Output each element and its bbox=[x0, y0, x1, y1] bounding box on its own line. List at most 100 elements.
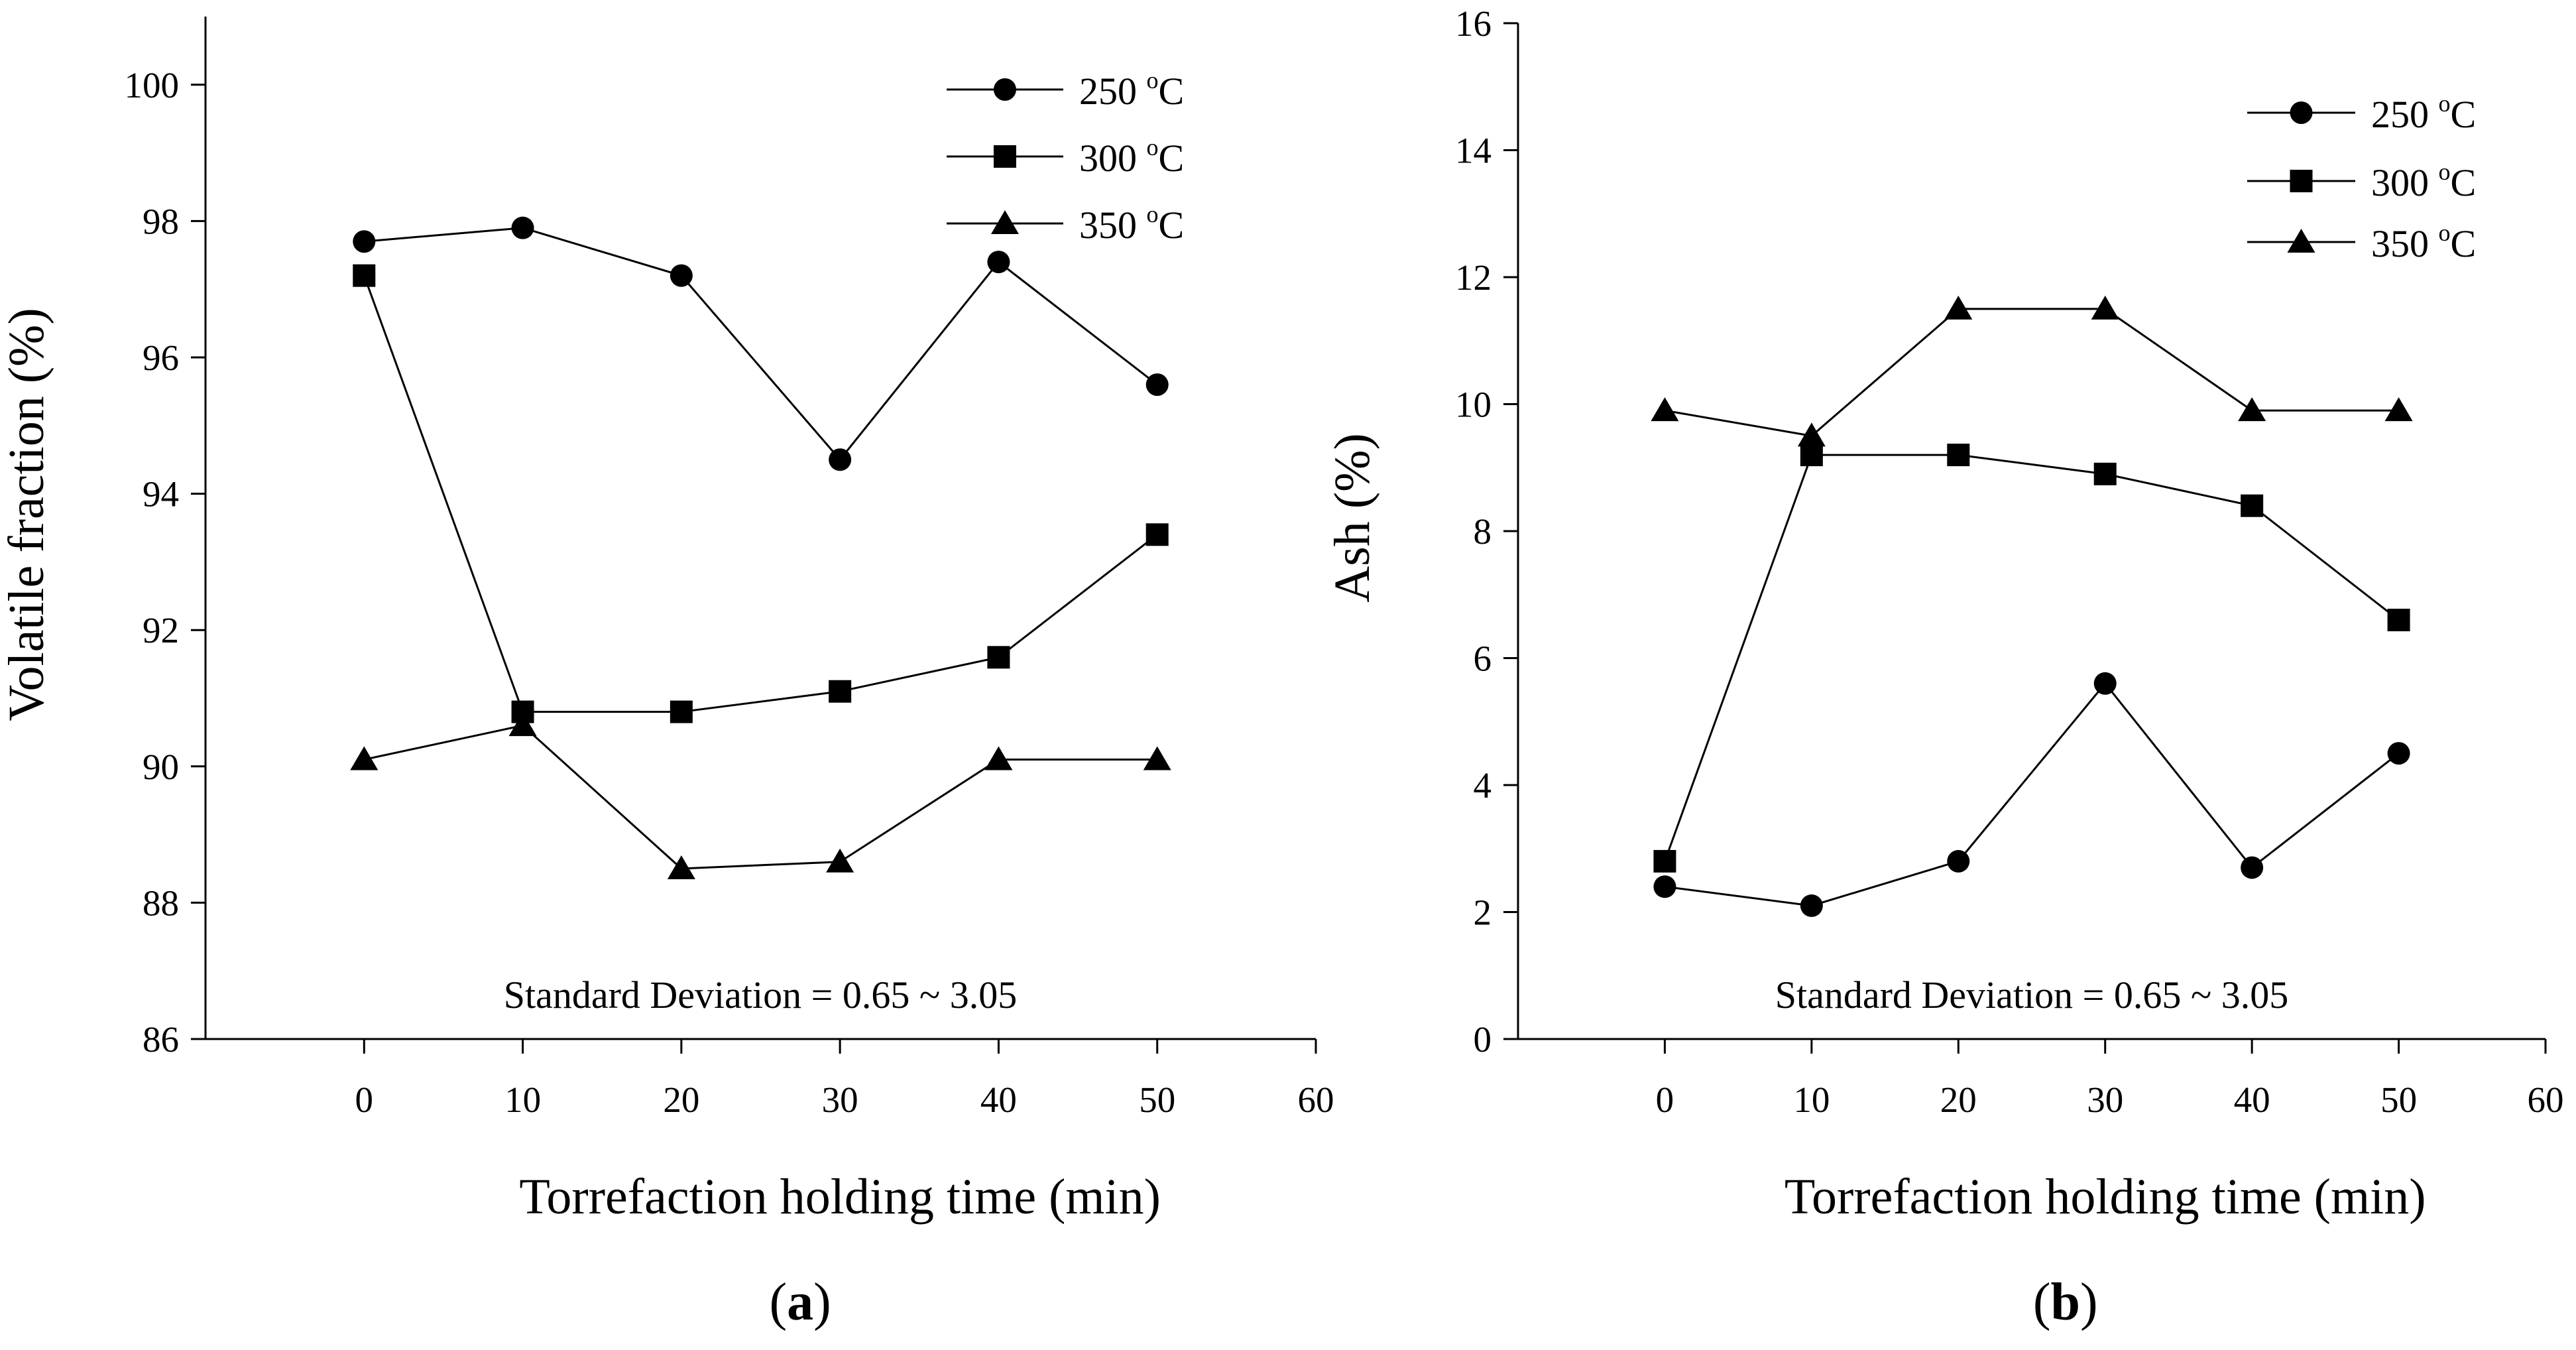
series-250 bbox=[1653, 672, 2410, 917]
x-tick-label: 10 bbox=[504, 1079, 541, 1120]
x-tick-label: 20 bbox=[1940, 1079, 1977, 1120]
legend-marker-square bbox=[994, 145, 1016, 168]
y-tick-label: 94 bbox=[143, 474, 179, 515]
data-point-250 bbox=[987, 251, 1010, 274]
legend-marker-triangle bbox=[2287, 229, 2315, 253]
x-tick-label: 60 bbox=[1298, 1079, 1334, 1120]
data-point-250 bbox=[2241, 856, 2264, 879]
legend-label: 350 oC bbox=[2371, 219, 2476, 265]
data-point-350 bbox=[2091, 295, 2119, 320]
data-point-300 bbox=[1653, 849, 1676, 873]
data-point-250 bbox=[511, 216, 534, 239]
chart-panel-b: 0 2 4 6 8 10 12 14 16 0 10 20 30 40 50 60 Torrefaction h… bbox=[1324, 3, 2564, 1331]
data-point-350 bbox=[2238, 397, 2266, 422]
data-point-300 bbox=[2093, 462, 2117, 485]
legend-entry-350: 350 oC bbox=[947, 201, 1184, 247]
y-tick-label: 98 bbox=[143, 201, 179, 241]
panel-label: (b) bbox=[2033, 1273, 2098, 1331]
data-point-300 bbox=[353, 264, 376, 287]
series-line-300 bbox=[363, 275, 1158, 713]
series-350 bbox=[350, 712, 1171, 879]
x-tick-label: 50 bbox=[2380, 1079, 2417, 1120]
y-tick-label: 6 bbox=[1474, 639, 1492, 679]
data-point-300 bbox=[670, 700, 693, 723]
legend-entry-250: 250 oC bbox=[947, 67, 1184, 113]
y-tick-label: 96 bbox=[143, 338, 179, 378]
y-axis-title: Ash (%) bbox=[1324, 433, 1380, 602]
series-line-250 bbox=[1665, 682, 2400, 907]
y-tick-label: 92 bbox=[143, 610, 179, 650]
series-300 bbox=[353, 264, 1169, 723]
series-350 bbox=[1651, 295, 2413, 447]
data-point-300 bbox=[829, 680, 852, 703]
y-tick-label: 0 bbox=[1474, 1019, 1492, 1060]
y-tick-label: 12 bbox=[1455, 257, 1492, 298]
x-tick-label: 30 bbox=[822, 1079, 858, 1120]
chart-panel-a: 86 88 90 92 94 96 98 100 0 10 20 30 40 50 60 Torrefacti… bbox=[0, 17, 1334, 1331]
data-point-350 bbox=[1143, 746, 1171, 770]
y-tick-label: 86 bbox=[143, 1019, 179, 1060]
data-point-350 bbox=[826, 848, 854, 873]
data-point-250 bbox=[1653, 875, 1676, 898]
series-line-250 bbox=[364, 227, 1158, 461]
x-axis-title: Torrefaction holding time (min) bbox=[1785, 1169, 2426, 1225]
legend-entry-300: 300 oC bbox=[2247, 158, 2476, 204]
data-point-300 bbox=[2241, 494, 2264, 517]
legend-entry-300: 300 oC bbox=[947, 134, 1184, 180]
data-point-300 bbox=[987, 646, 1010, 669]
data-point-350 bbox=[2384, 397, 2413, 422]
panel-label: (a) bbox=[770, 1273, 831, 1331]
data-point-350 bbox=[1797, 422, 1826, 447]
data-point-250 bbox=[2387, 742, 2410, 765]
data-point-250 bbox=[1145, 373, 1169, 397]
legend-marker-triangle bbox=[991, 210, 1019, 234]
legend-label: 300 oC bbox=[2371, 158, 2476, 204]
data-point-250 bbox=[670, 264, 693, 287]
data-point-300 bbox=[2387, 609, 2410, 632]
series-250 bbox=[353, 216, 1169, 471]
series-line-350 bbox=[1665, 308, 2399, 437]
series-line-350 bbox=[363, 724, 1157, 870]
y-tick-label: 14 bbox=[1455, 131, 1492, 171]
data-point-250 bbox=[353, 230, 376, 253]
y-tick-label: 88 bbox=[143, 883, 179, 923]
y-tick-label: 100 bbox=[125, 65, 180, 105]
series-300 bbox=[1653, 444, 2410, 873]
series-line-300 bbox=[1664, 454, 2400, 862]
x-axis-title: Torrefaction holding time (min) bbox=[519, 1169, 1161, 1225]
data-point-350 bbox=[1944, 295, 1973, 320]
std-dev-annotation: Standard Deviation = 0.65 ~ 3.05 bbox=[1775, 973, 2288, 1016]
legend-marker-circle bbox=[2290, 101, 2313, 124]
y-tick-label: 8 bbox=[1474, 511, 1492, 552]
x-tick-label: 20 bbox=[663, 1079, 699, 1120]
legend-marker-square bbox=[2290, 170, 2313, 192]
data-point-250 bbox=[1947, 849, 1970, 873]
x-tick-label: 60 bbox=[2528, 1079, 2564, 1120]
x-tick-label: 40 bbox=[2234, 1079, 2270, 1120]
x-tick-label: 40 bbox=[980, 1079, 1017, 1120]
std-dev-annotation: Standard Deviation = 0.65 ~ 3.05 bbox=[504, 973, 1017, 1016]
legend-label: 250 oC bbox=[2371, 90, 2476, 136]
y-tick-label: 10 bbox=[1455, 385, 1492, 425]
y-tick-label: 16 bbox=[1455, 3, 1492, 44]
legend-label: 250 oC bbox=[1079, 67, 1184, 113]
y-tick-label: 90 bbox=[143, 747, 179, 787]
legend-marker-circle bbox=[994, 78, 1016, 101]
data-point-350 bbox=[350, 746, 379, 770]
legend-entry-250: 250 oC bbox=[2247, 90, 2476, 136]
y-tick-label: 4 bbox=[1474, 765, 1492, 806]
y-tick-label: 2 bbox=[1474, 892, 1492, 933]
x-tick-label: 30 bbox=[2087, 1079, 2123, 1120]
x-tick-label: 0 bbox=[355, 1079, 374, 1120]
data-point-250 bbox=[2093, 672, 2117, 695]
legend-entry-350: 350 oC bbox=[2247, 219, 2476, 265]
data-point-350 bbox=[508, 712, 537, 737]
data-point-250 bbox=[829, 448, 852, 471]
legend-label: 300 oC bbox=[1079, 134, 1184, 180]
data-point-300 bbox=[1947, 444, 1970, 467]
y-axis-title: Volatile fraction (%) bbox=[0, 308, 54, 721]
data-point-350 bbox=[984, 746, 1013, 770]
x-tick-label: 10 bbox=[1793, 1079, 1830, 1120]
x-tick-label: 50 bbox=[1139, 1079, 1175, 1120]
